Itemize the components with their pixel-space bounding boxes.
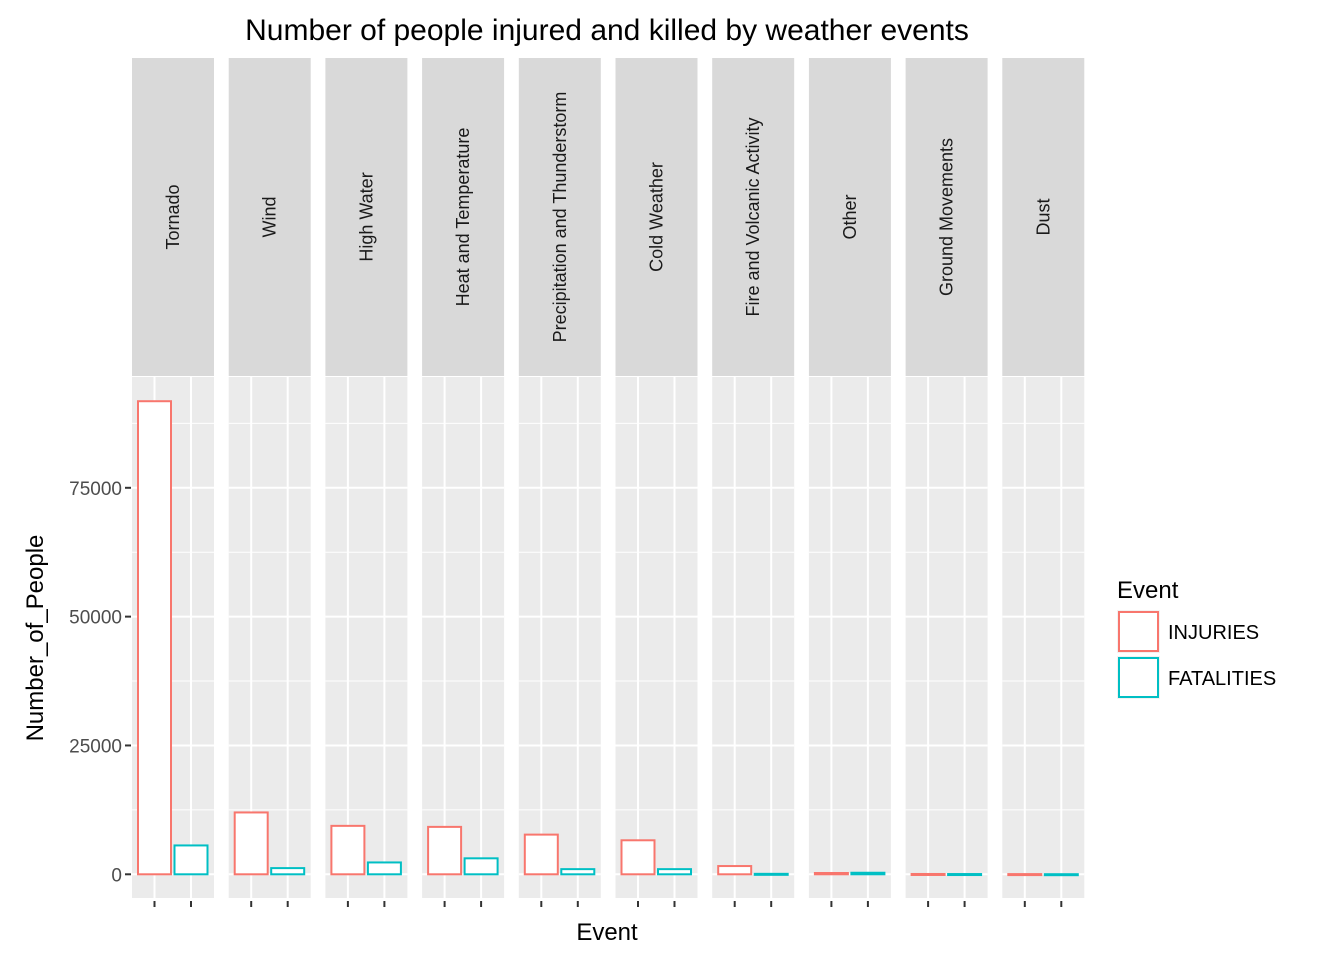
legend-key-injuries	[1118, 611, 1159, 652]
legend: Event INJURIES FATALITIES	[1117, 577, 1276, 699]
facet-strip	[228, 58, 311, 376]
facet-strip	[905, 58, 988, 376]
bar-injuries	[813, 872, 849, 876]
bar-injuries	[910, 872, 946, 876]
legend-title: Event	[1117, 577, 1179, 604]
facet-strip	[325, 58, 408, 376]
legend-label: FATALITIES	[1168, 668, 1276, 690]
facet-panel: Dust	[1002, 58, 1085, 907]
facet-strip	[615, 58, 698, 376]
panel-background	[422, 377, 505, 898]
bar-fatalities	[947, 873, 983, 877]
facet-strip	[712, 58, 795, 376]
panel-background	[615, 377, 698, 898]
facet-label: Other	[840, 194, 860, 239]
y-tick-label: 25000	[69, 736, 122, 757]
panel-background	[325, 377, 408, 898]
bar-fatalities	[560, 868, 596, 876]
y-tick-label: 50000	[69, 608, 122, 629]
facet-label: Tornado	[163, 184, 183, 249]
facet-strip	[1002, 58, 1085, 376]
facet-label: Wind	[260, 196, 280, 237]
panel-background	[1002, 377, 1085, 898]
bar-injuries	[427, 825, 463, 876]
x-axis-label: Event	[576, 919, 638, 946]
bar-injuries	[137, 400, 172, 876]
facet-strip	[132, 58, 214, 376]
facet-label: Dust	[1033, 198, 1053, 235]
bar-injuries	[523, 833, 559, 876]
facet-label: Precipitation and Thunderstorm	[550, 92, 570, 343]
facet-label: Ground Movements	[937, 138, 957, 296]
facet-panel: Cold Weather	[615, 58, 698, 907]
bar-fatalities	[463, 857, 499, 876]
panel-background	[808, 377, 891, 898]
facet-label: Cold Weather	[647, 162, 667, 272]
legend-label: INJURIES	[1168, 622, 1259, 644]
facet-strip	[808, 58, 891, 376]
bar-fatalities	[753, 872, 789, 876]
facet-panel: Tornado	[132, 58, 214, 907]
facet-strip	[422, 58, 505, 376]
facet-panel: Precipitation and Thunderstorm	[518, 58, 601, 907]
facet-strip	[518, 58, 601, 376]
y-axis-label: Number_of_People	[22, 535, 49, 742]
bar-injuries	[620, 839, 656, 876]
facet-panel: Other	[808, 58, 891, 907]
bar-injuries	[1007, 873, 1043, 877]
bar-injuries	[717, 865, 753, 876]
facet-label: Heat and Temperature	[453, 128, 473, 307]
facet-panel: Fire and Volcanic Activity	[712, 58, 795, 907]
bar-injuries	[233, 811, 269, 876]
panel-background	[905, 377, 988, 898]
y-tick-label: 0	[111, 865, 122, 886]
bar-fatalities	[173, 844, 209, 876]
facet-panel: High Water	[325, 58, 408, 907]
bar-fatalities	[270, 867, 306, 876]
panel-background	[518, 377, 601, 898]
y-axis: 0 25000 50000 75000	[69, 479, 131, 886]
legend-key-fatalities	[1118, 657, 1159, 698]
bar-fatalities	[1043, 873, 1079, 877]
bar-fatalities	[657, 868, 692, 876]
facet-panels: Tornado Wind High Water Heat and Temperatur…	[132, 58, 1085, 907]
bar-injuries	[330, 824, 366, 876]
chart-title: Number of people injured and killed by w…	[245, 14, 969, 47]
facet-panel: Wind	[228, 58, 311, 907]
facet-panel: Ground Movements	[905, 58, 988, 907]
facet-panel: Heat and Temperature	[422, 58, 505, 907]
bar-fatalities	[366, 861, 402, 876]
panel-background	[712, 377, 795, 898]
facet-label: High Water	[356, 172, 376, 261]
facet-label: Fire and Volcanic Activity	[743, 117, 763, 316]
y-tick-label: 75000	[69, 479, 122, 500]
panel-background	[228, 377, 311, 898]
bar-fatalities	[850, 871, 886, 876]
